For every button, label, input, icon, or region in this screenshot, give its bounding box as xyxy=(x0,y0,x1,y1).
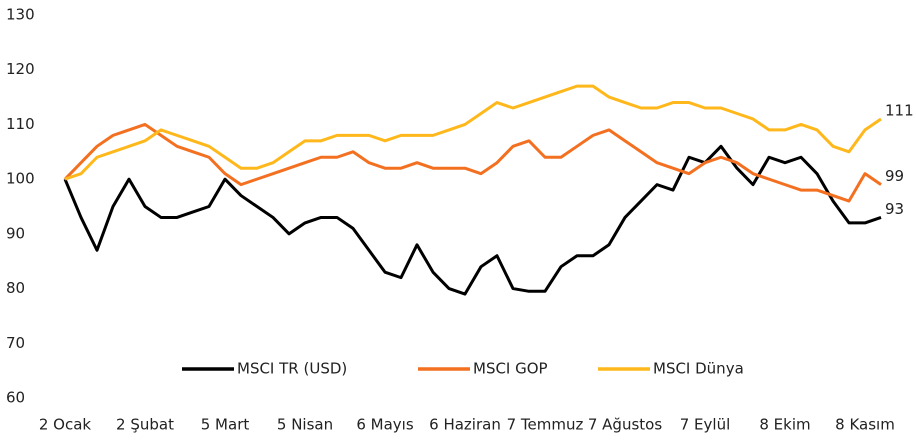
end-label: 93 xyxy=(885,200,904,218)
x-tick-label: 6 Haziran xyxy=(429,416,501,434)
y-tick-label: 100 xyxy=(6,170,35,188)
y-tick-label: 110 xyxy=(6,115,35,133)
y-tick-label: 120 xyxy=(6,60,35,78)
series-line xyxy=(63,122,882,203)
x-tick-label: 6 Mayıs xyxy=(356,416,413,434)
x-tick-label: 5 Nisan xyxy=(277,416,333,434)
y-tick-label: 80 xyxy=(6,279,25,297)
x-tick-label: 8 Ekim xyxy=(759,416,810,434)
end-label: 111 xyxy=(885,101,914,119)
legend-label: MSCI TR (USD) xyxy=(237,360,347,378)
x-tick-label: 5 Mart xyxy=(201,416,250,434)
x-tick-label: 2 Şubat xyxy=(116,416,174,434)
x-tick-label: 8 Kasım xyxy=(835,416,895,434)
x-tick-label: 7 Ağustos xyxy=(588,416,662,434)
series-line xyxy=(64,84,882,181)
legend-label: MSCI GOP xyxy=(473,360,548,378)
x-tick-label: 7 Temmuz xyxy=(507,416,584,434)
y-tick-label: 70 xyxy=(6,334,25,352)
legend-label: MSCI Dünya xyxy=(653,360,744,378)
y-tick-label: 90 xyxy=(6,224,25,242)
y-tick-label: 60 xyxy=(6,389,25,407)
x-tick-label: 2 Ocak xyxy=(39,416,92,434)
end-label: 99 xyxy=(885,167,904,185)
y-tick-label: 130 xyxy=(6,6,35,24)
series-line xyxy=(63,144,882,296)
x-tick-label: 7 Eylül xyxy=(680,416,731,434)
